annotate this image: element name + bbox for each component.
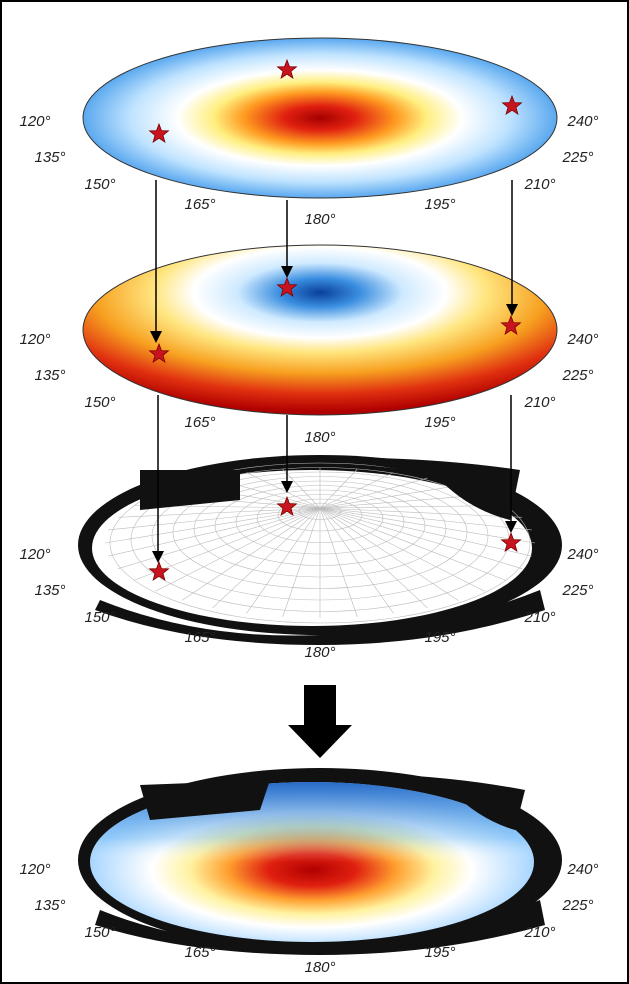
degree-label: 195° [424,944,455,961]
degree-label: 210° [523,176,555,193]
sky-map-middle [83,245,557,415]
degree-label: 135° [34,149,65,166]
degree-label: 165° [184,629,215,646]
degree-label: 120° [19,546,50,563]
degree-label: 240° [566,331,598,348]
degree-label: 210° [523,609,555,626]
degree-label: 240° [566,113,598,130]
degree-label: 210° [523,924,555,941]
degree-label: 240° [566,546,598,563]
degree-label: 135° [34,897,65,914]
degree-label: 150° [84,609,115,626]
degree-label: 120° [19,331,50,348]
sky-map-top [83,38,557,198]
degree-label: 165° [184,414,215,431]
degree-label: 135° [34,582,65,599]
down-arrow [288,685,352,758]
degree-label: 195° [424,196,455,213]
degree-label: 195° [424,414,455,431]
degree-label: 165° [184,944,215,961]
degree-label: 150° [84,924,115,941]
degree-label: 120° [19,861,50,878]
degree-label: 225° [561,149,593,166]
degree-label: 120° [19,113,50,130]
degree-label: 180° [304,959,335,976]
degree-label: 225° [561,367,593,384]
degree-label: 240° [566,861,598,878]
degree-label: 135° [34,367,65,384]
degree-label: 180° [304,211,335,228]
degree-label: 180° [304,644,335,661]
degree-label: 150° [84,176,115,193]
degree-label: 225° [561,897,593,914]
figure: 120° 135° 150° 165° 180° 195° 210° 225° 240° 120°… [0,0,629,984]
degree-label: 210° [523,394,555,411]
degree-label: 195° [424,629,455,646]
degree-label: 225° [561,582,593,599]
degree-label: 180° [304,429,335,446]
degree-label: 165° [184,196,215,213]
degree-label: 150° [84,394,115,411]
